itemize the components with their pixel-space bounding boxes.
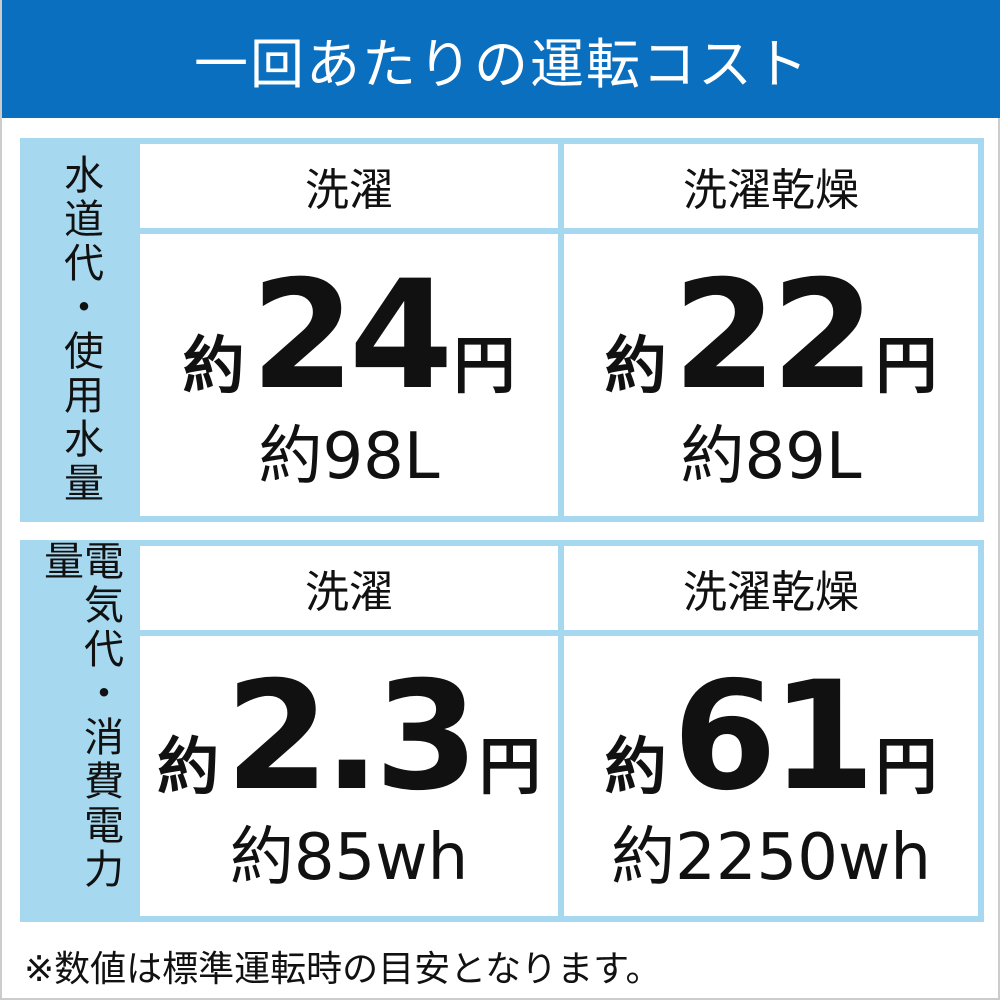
value-cell: 約 61 円 約2250wh [564,636,978,916]
row-label-text: 水道代・使用水量 [57,154,103,506]
value-cell: 約 22 円 約89L [564,234,978,516]
prefix: 約 [604,730,667,803]
usage-value: 約85wh [229,821,469,895]
prefix: 約 [604,329,667,402]
column-header: 洗濯 [140,144,558,228]
unit: 円 [875,730,938,803]
value-cell: 約 24 円 約98L [140,234,558,516]
electricity-cost-table: 電気代・消費電力量 洗濯 洗濯乾燥 約 2.3 円 約85wh 約 61 円 約2250… [20,540,984,922]
cost-value: 2.3 [225,650,479,824]
cost-value: 22 [672,249,876,423]
column-header: 洗濯乾燥 [564,546,978,630]
column-header: 洗濯乾燥 [564,144,978,228]
usage-value: 約2250wh [611,821,931,895]
footnote: ※数値は標準運転時の目安となります。 [24,949,662,990]
header-text: 洗濯乾燥 [683,165,859,216]
cost-value: 61 [672,650,876,824]
header-text: 洗濯 [305,567,393,618]
value-cell: 約 2.3 円 約85wh [140,636,558,916]
header-text: 洗濯乾燥 [683,567,859,618]
water-cost-table: 水道代・使用水量 洗濯 洗濯乾燥 約 24 円 約98L 約 22 円 約89L [20,138,984,522]
column-header: 洗濯 [140,546,558,630]
unit: 円 [478,730,541,803]
cost-value: 24 [250,249,454,423]
header-text: 洗濯 [305,165,393,216]
row-label-text: 電気代・消費電力量 [37,540,123,892]
prefix: 約 [182,329,245,402]
prefix: 約 [157,730,220,803]
row-label: 電気代・消費電力量 [20,540,140,922]
usage-value: 約98L [258,420,440,494]
page-title: 一回あたりの運転コスト [2,0,1000,118]
row-label: 水道代・使用水量 [20,138,140,522]
unit: 円 [875,329,938,402]
unit: 円 [453,329,516,402]
usage-value: 約89L [680,420,862,494]
